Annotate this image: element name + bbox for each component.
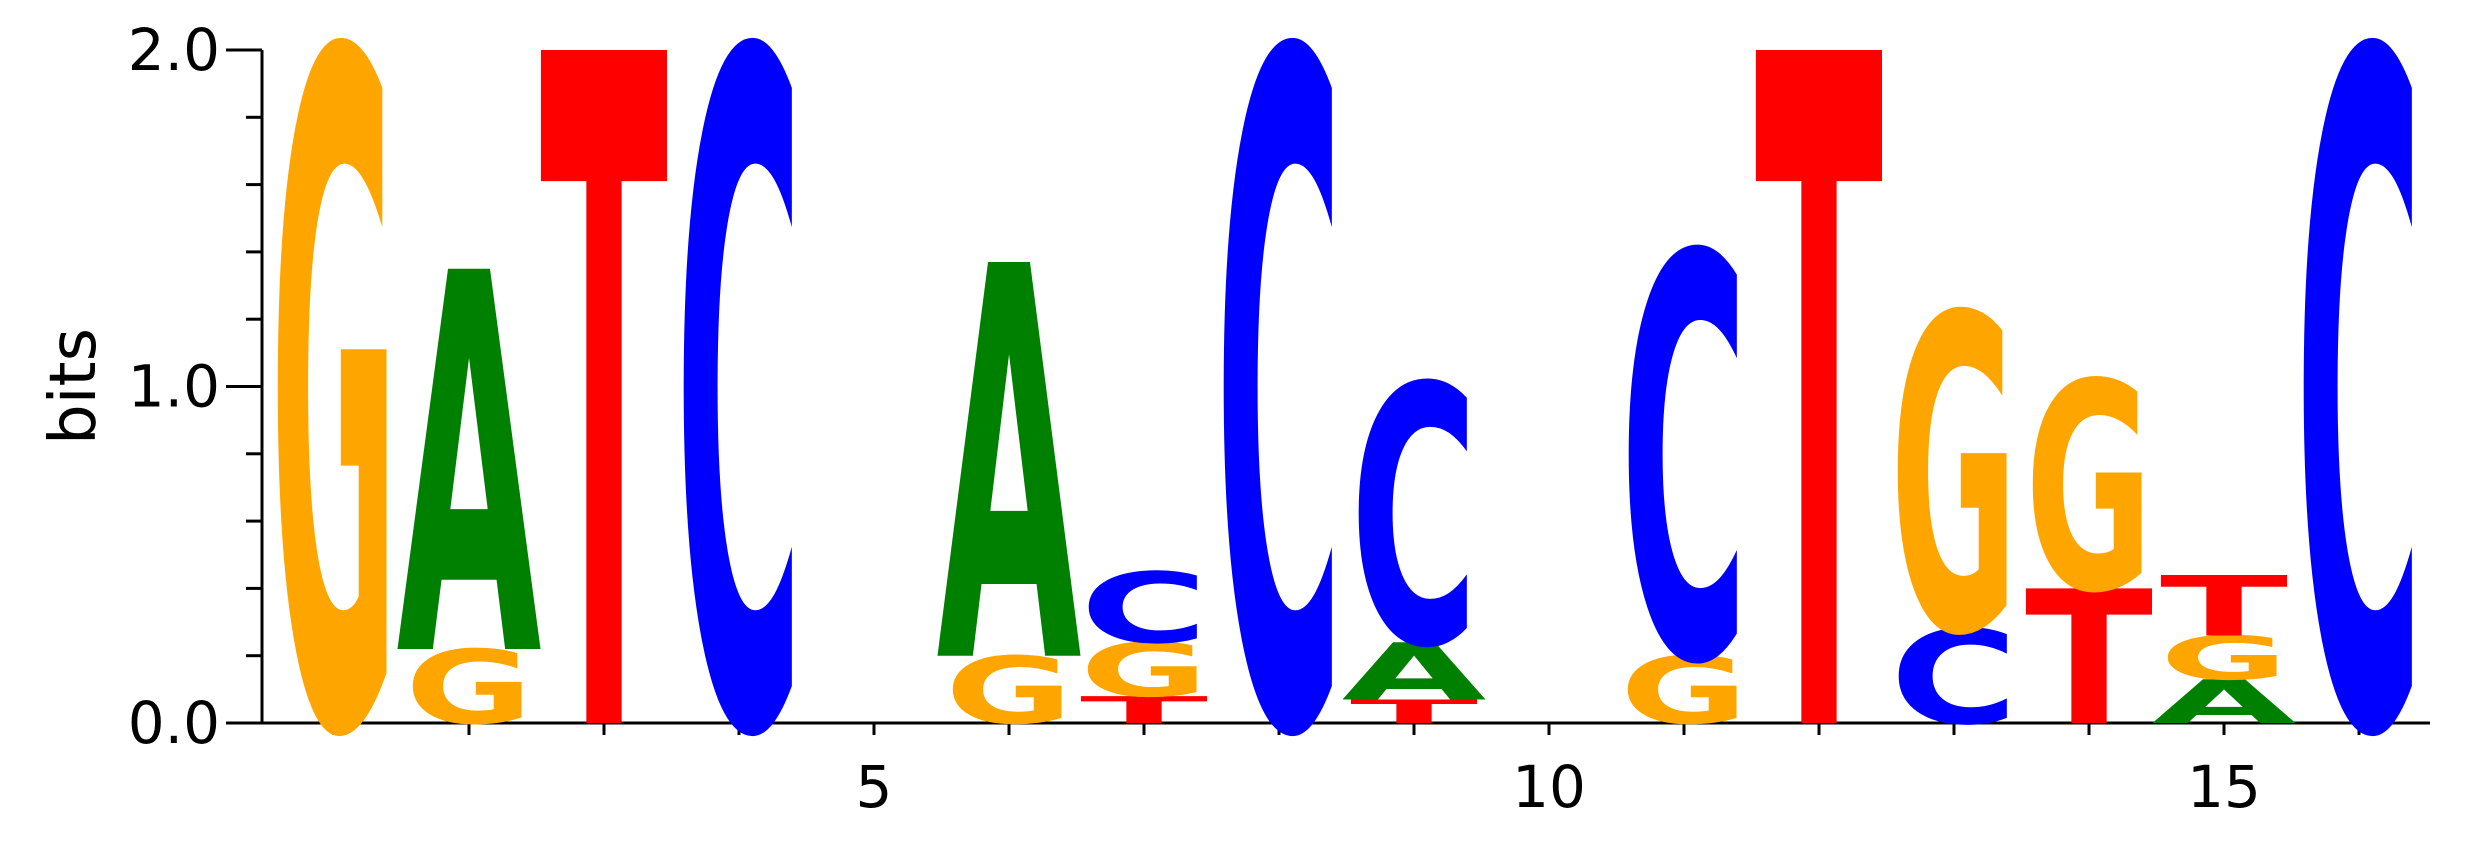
logo-letter-A: A bbox=[397, 166, 543, 773]
logo-letter-T: T bbox=[1755, 0, 1884, 842]
logo-letter-T: T bbox=[1080, 689, 1208, 732]
logo-letter-C: C bbox=[1620, 142, 1748, 787]
y-tick-label: 0.0 bbox=[128, 689, 220, 757]
logo-letter-G: G bbox=[405, 630, 533, 748]
logo-letter-T: T bbox=[1350, 693, 1478, 731]
logo-letter-C: C bbox=[1080, 553, 1208, 666]
logo-letter-C: C bbox=[1215, 0, 1343, 842]
logo-letter-G: G bbox=[2160, 623, 2288, 693]
x-tick-label: 5 bbox=[856, 753, 893, 821]
logo-letter-A: A bbox=[1342, 627, 1487, 718]
logo-letter-T: T bbox=[2160, 559, 2288, 656]
logo-letter-G: G bbox=[1890, 226, 2018, 732]
logo-letter-C: C bbox=[1350, 313, 1478, 727]
y-axis-title: bits bbox=[37, 328, 111, 445]
logo-letter-C: C bbox=[675, 0, 803, 842]
x-ticks: 5 10 15 bbox=[332, 723, 2361, 821]
logo-letter-A: A bbox=[2152, 667, 2297, 737]
logo-letter-T: T bbox=[540, 0, 669, 842]
logo-letter-G: G bbox=[270, 0, 398, 842]
logo-letter-C: C bbox=[2295, 0, 2423, 842]
logo-letter-G: G bbox=[2025, 324, 2153, 657]
logo-letter-G: G bbox=[945, 638, 1073, 745]
y-tick-label: 2.0 bbox=[128, 16, 220, 84]
x-tick-label: 10 bbox=[1512, 753, 1586, 821]
logo-letter-A: A bbox=[937, 156, 1083, 784]
y-major-ticks: 0.0 1.0 2.0 bbox=[128, 16, 262, 757]
logo-letter-C: C bbox=[1890, 604, 2018, 754]
x-tick-label: 15 bbox=[2187, 753, 2261, 821]
y-tick-label: 1.0 bbox=[128, 353, 220, 421]
logo-letter-G: G bbox=[1080, 628, 1208, 714]
logo-letter-T: T bbox=[2025, 551, 2153, 766]
logo-letter-G: G bbox=[1620, 638, 1748, 745]
